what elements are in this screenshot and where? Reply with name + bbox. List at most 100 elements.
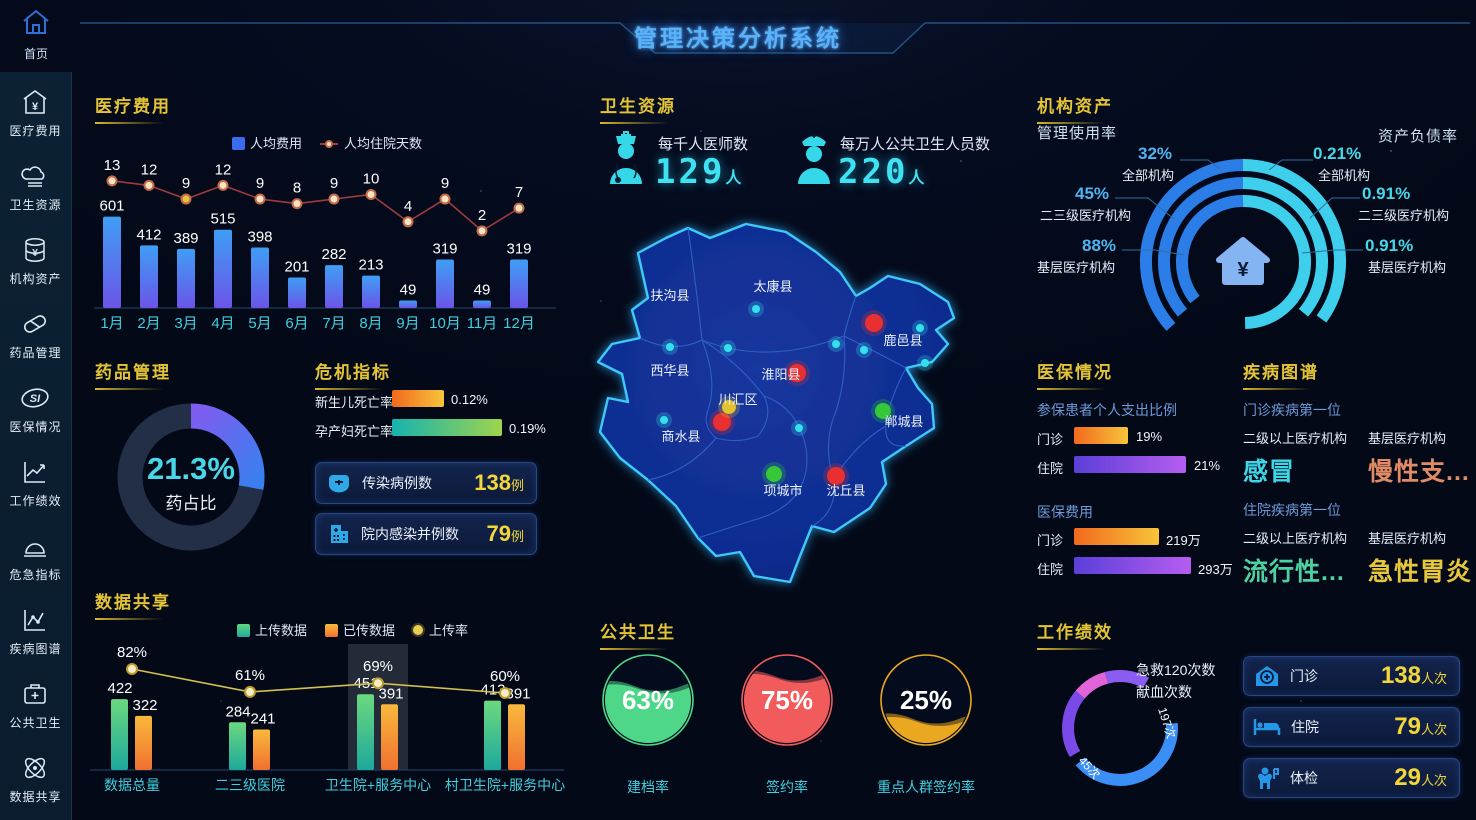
- stat-label: 每千人医师数: [658, 136, 749, 153]
- medical-cost-legend: 人均费用 人均住院天数: [232, 133, 422, 152]
- trend-chart-icon: [24, 462, 46, 483]
- svg-text:197次: 197次: [1155, 706, 1178, 741]
- svg-text:515: 515: [210, 211, 235, 228]
- svg-text:25%: 25%: [900, 685, 952, 715]
- svg-text:¥: ¥: [1237, 259, 1249, 281]
- legend-swatch: [232, 137, 245, 150]
- svg-text:沈丘县: 沈丘县: [826, 483, 865, 498]
- row-label: 住院: [1037, 562, 1064, 577]
- home-icon: [23, 9, 49, 34]
- inpatient-stat-card[interactable]: 住院 79人次: [1243, 707, 1460, 747]
- svg-text:9: 9: [182, 175, 190, 192]
- svg-text:12月: 12月: [503, 315, 535, 332]
- capsule-icon: [24, 315, 47, 333]
- sidebar-item-health-resource[interactable]: 卫生资源: [9, 161, 61, 213]
- svg-text:13: 13: [104, 157, 121, 174]
- card-value: 79例: [486, 521, 525, 546]
- sidebar-item-performance[interactable]: 工作绩效: [9, 457, 61, 509]
- stat-value: 129人: [655, 152, 742, 192]
- crisis-bar-maternal[interactable]: [392, 419, 502, 436]
- header-decoration: [80, 22, 1470, 54]
- insurance-bar-outpatient-ratio[interactable]: [1074, 427, 1128, 444]
- liquid-gauge-archive-rate[interactable]: 63%: [600, 652, 696, 748]
- sidebar-item-org-assets[interactable]: ¥ 机构资产: [9, 235, 61, 287]
- svg-text:412: 412: [136, 226, 161, 243]
- hospital-icon: [331, 525, 348, 543]
- sidebar-item-data-share[interactable]: 数据共享: [9, 753, 61, 805]
- liquid-gauge-key-group-rate[interactable]: 25%: [878, 652, 974, 748]
- gauge-label: 全部机构: [1318, 168, 1371, 183]
- disease-name: 急性胃炎: [1368, 558, 1473, 586]
- medkit-icon: [24, 684, 47, 704]
- insurance-bar-inpatient-ratio[interactable]: [1074, 456, 1186, 473]
- doctor-icon: [610, 131, 642, 184]
- legend-item-line[interactable]: 人均住院天数: [320, 133, 422, 152]
- legend-swatch: [325, 624, 339, 637]
- section-title-public-health: 公共卫生: [600, 618, 676, 650]
- legend-item-rate[interactable]: 上传率: [413, 620, 468, 639]
- crisis-bar-newborn[interactable]: [392, 390, 444, 407]
- gauge-label: 二三级医疗机构: [1358, 208, 1450, 223]
- svg-text:8: 8: [293, 180, 301, 197]
- section-title-performance: 工作绩效: [1037, 618, 1113, 650]
- map-markers[interactable]: [656, 301, 933, 489]
- sidebar-item-public-health[interactable]: 公共卫生: [9, 679, 61, 731]
- svg-text:201: 201: [284, 258, 309, 275]
- sidebar-item-critical[interactable]: 危急指标: [9, 531, 61, 583]
- social-insurance-icon: SI: [21, 388, 50, 408]
- section-title-insurance: 医保情况: [1037, 358, 1113, 390]
- legend-item-bar[interactable]: 人均费用: [232, 133, 302, 152]
- legend-dot-marker: [413, 625, 424, 635]
- svg-text:卫生院+服务中心: 卫生院+服务中心: [325, 777, 431, 793]
- atom-share-icon: [25, 757, 46, 779]
- sidebar-nav: ¥ 医疗费用 卫生资源 ¥ 机构资产 药品管理 SI 医保情况 工作绩效 危急指…: [0, 72, 72, 820]
- liquid-gauge-label: 签约率: [766, 779, 808, 795]
- legend-swatch: [237, 624, 250, 637]
- map-outer-boundary[interactable]: [596, 222, 956, 584]
- legend-item-transferred[interactable]: 已传数据: [325, 620, 395, 639]
- section-title-drug: 药品管理: [95, 358, 171, 390]
- org-label: 二级以上医疗机构: [1243, 431, 1348, 446]
- sidebar-item-disease-map[interactable]: 疾病图谱: [9, 605, 61, 657]
- svg-text:太康县: 太康县: [753, 279, 792, 294]
- sidebar-item-label: 首页: [23, 47, 48, 61]
- outpatient-stat-card[interactable]: 门诊 138人次: [1243, 656, 1460, 696]
- svg-text:11月: 11月: [467, 315, 498, 332]
- crisis-row-label: 孕产妇死亡率: [315, 424, 394, 439]
- svg-text:7: 7: [515, 184, 523, 201]
- sidebar-item-drug-mgmt[interactable]: 药品管理: [9, 309, 61, 361]
- drug-ratio-donut[interactable]: 21.3% 药占比: [107, 393, 275, 561]
- sidebar-item-medical-cost[interactable]: ¥ 医疗费用: [9, 87, 61, 139]
- svg-text:8月: 8月: [359, 315, 382, 332]
- svg-text:63%: 63%: [622, 685, 674, 715]
- liquid-gauge-sign-rate[interactable]: 75%: [739, 652, 835, 748]
- asset-gauge-rings[interactable]: ¥: [1030, 135, 1470, 343]
- svg-text:SI: SI: [30, 393, 41, 405]
- sidebar-item-label: 工作绩效: [9, 494, 62, 508]
- svg-text:9月: 9月: [396, 315, 419, 332]
- sidebar-item-label: 危急指标: [9, 568, 62, 582]
- legend-item-upload[interactable]: 上传数据: [237, 620, 307, 639]
- checkup-stat-card[interactable]: 体检 29人次: [1243, 758, 1460, 798]
- sidebar-item-home[interactable]: 首页: [0, 8, 72, 62]
- gauge-left-header: 管理使用率: [1037, 125, 1118, 142]
- sidebar-item-insurance[interactable]: SI 医保情况: [9, 383, 61, 435]
- hospital-infection-card[interactable]: 院内感染并例数 79例: [315, 513, 537, 555]
- svg-text:49: 49: [400, 282, 417, 299]
- svg-text:数据总量: 数据总量: [104, 777, 160, 793]
- infectious-cases-card[interactable]: 传染病例数 138例: [315, 462, 537, 504]
- insurance-bar-outpatient-cost[interactable]: [1074, 528, 1159, 545]
- insurance-bar-inpatient-cost[interactable]: [1074, 557, 1191, 574]
- svg-text:郸城县: 郸城县: [884, 414, 923, 429]
- svg-text:淮阳县: 淮阳县: [761, 367, 800, 382]
- stat-label: 每万人公共卫生人员数: [840, 136, 991, 153]
- svg-text:川汇区: 川汇区: [718, 392, 757, 407]
- gauge-value: 45%: [1075, 184, 1110, 203]
- disease-subheader: 门诊疾病第一位: [1243, 402, 1341, 418]
- svg-text:3月: 3月: [174, 315, 197, 332]
